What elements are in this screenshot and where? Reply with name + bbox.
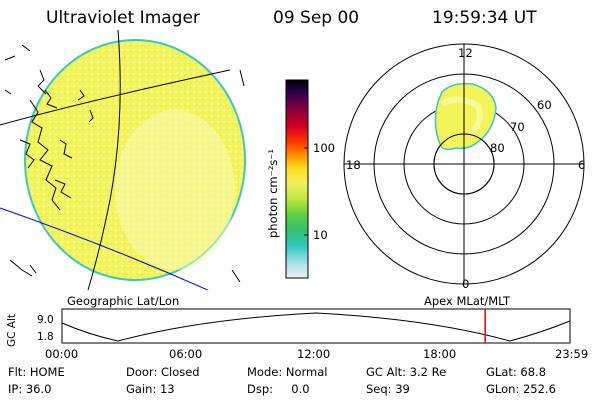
altitude-axis-label: GC Alt: [6, 313, 18, 347]
gc-altitude: GC Alt: 3.2 Re: [366, 365, 447, 379]
color-bar: [285, 79, 309, 279]
x-tick-1800: 18:00: [423, 347, 457, 361]
colorbar-tick-10: 10: [313, 228, 328, 242]
apex-label: Apex MLat/MLT: [424, 294, 511, 308]
mlt-label-12: 12: [458, 46, 473, 60]
auroral-image-patch: [434, 82, 497, 151]
coastline: [19, 69, 94, 211]
date-label: 09 Sep 00: [273, 8, 360, 28]
mlat-label-60: 60: [537, 98, 552, 112]
geographic-latitude: GLat: 68.8: [486, 365, 547, 379]
mlt-label-18: 18: [346, 158, 361, 172]
grid-longitude: [87, 30, 121, 290]
mlt-label-0: 0: [462, 277, 470, 291]
polar-plot: [343, 43, 585, 285]
colorbar-tick-100: 100: [313, 141, 335, 155]
x-tick-2359: 23:59: [555, 347, 589, 361]
mlat-label-80: 80: [490, 141, 505, 155]
altitude-curve: [61, 312, 571, 342]
terminator-line: [0, 207, 209, 290]
ip-value: IP: 36.0: [8, 382, 52, 396]
door-status: Door: Closed: [126, 365, 200, 379]
mlt-label-6: 6: [578, 158, 586, 172]
x-tick-0000: 00:00: [45, 347, 79, 361]
geographic-map: [0, 30, 246, 290]
instrument-title: Ultraviolet Imager: [46, 8, 200, 28]
y-tick-low: 1.8: [37, 331, 54, 343]
coastline-outside: [4, 44, 245, 283]
altitude-timeline: [61, 308, 571, 344]
flight-status: Flt: HOME: [8, 365, 65, 379]
gain-value: Gain: 13: [126, 382, 175, 396]
grid-latitude: [0, 69, 231, 126]
dsp-value: Dsp: 0.0: [247, 382, 310, 396]
mlat-label-70: 70: [510, 120, 525, 134]
geographic-longitude: GLon: 252.6: [486, 382, 556, 396]
timeline-frame: [61, 308, 571, 344]
colorbar-unit-label: photon cm⁻²s⁻¹: [266, 149, 280, 238]
bright-region: [115, 110, 235, 270]
time-label: 19:59:34 UT: [432, 8, 537, 28]
y-tick-high: 9.0: [37, 314, 54, 326]
mode-status: Mode: Normal: [247, 365, 328, 379]
geographic-label: Geographic Lat/Lon: [67, 294, 180, 308]
x-tick-1200: 12:00: [297, 347, 331, 361]
x-tick-0600: 06:00: [169, 347, 203, 361]
sequence-number: Seq: 39: [366, 382, 410, 396]
